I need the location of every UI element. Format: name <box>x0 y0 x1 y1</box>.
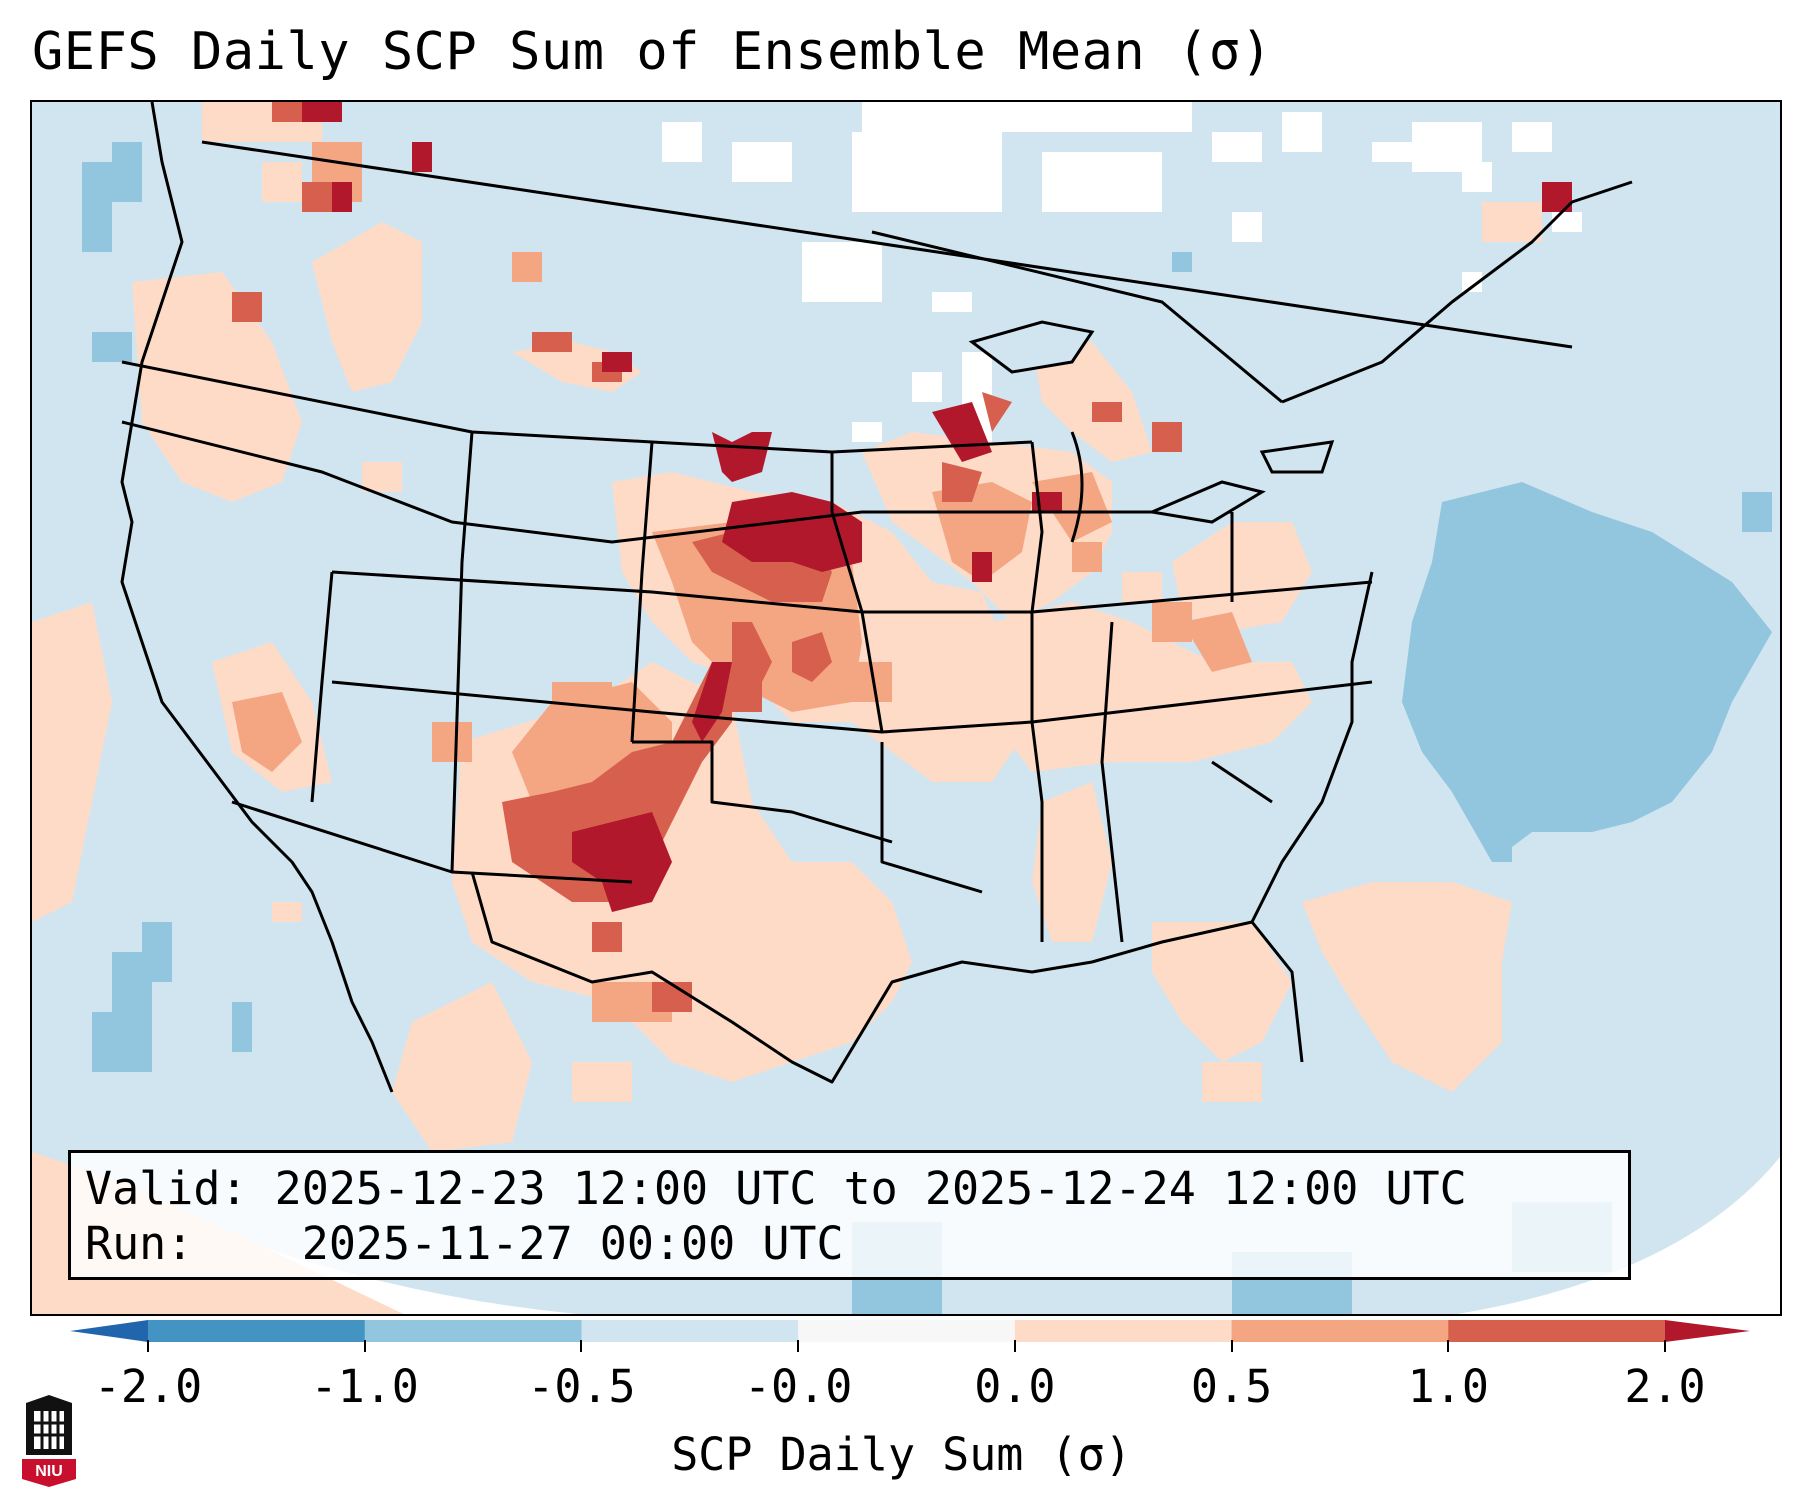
colorbar-bins <box>148 1320 1666 1342</box>
col-plains <box>830 452 884 733</box>
lake-superior <box>968 320 1095 374</box>
colorbar-tick-label: -2.0 <box>93 1360 203 1413</box>
colorbar-tick <box>363 1340 366 1352</box>
valid-label: Valid: <box>85 1162 248 1215</box>
chart-title: GEFS Daily SCP Sum of Ensemble Mean (σ) <box>32 22 1273 82</box>
colorbar-bin <box>1448 1320 1666 1342</box>
logo-text: NIU <box>35 1463 63 1480</box>
colorbar-tick <box>1447 1340 1450 1352</box>
canada-border-northeast <box>1281 180 1633 404</box>
colorbar-tick-label: -0.5 <box>527 1360 636 1413</box>
colorbar-tick-label: 0.5 <box>1190 1360 1273 1413</box>
col-dakotas <box>630 441 654 743</box>
atlantic-offgrid <box>1457 1156 1780 1314</box>
canada-border-west <box>201 140 1573 349</box>
colorbar-tick <box>1664 1340 1666 1352</box>
logo-shield <box>22 1459 76 1487</box>
colorbar-tick <box>797 1340 800 1352</box>
colorbar-bin <box>1014 1320 1233 1342</box>
canada-border-east <box>871 230 1283 404</box>
colorbar-bin <box>798 1320 1016 1342</box>
valid-run-infobox: Valid: 2025-12-23 12:00 UTC to 2025-12-2… <box>68 1150 1631 1280</box>
colorbar-tick-label: -0.0 <box>743 1360 853 1413</box>
col-alabama <box>1100 621 1124 943</box>
gulf-coast <box>470 871 1304 1084</box>
colorbar-tick <box>147 1340 149 1352</box>
col-mississippi <box>1030 441 1044 942</box>
colorbar <box>70 1320 1750 1342</box>
colorbar-tick-label: 2.0 <box>1624 1360 1706 1413</box>
run-label: Run: <box>85 1217 194 1270</box>
east-coast <box>1250 571 1374 923</box>
row2 <box>121 420 1232 544</box>
anomaly-1.0-2.0 <box>232 102 1182 1012</box>
map-canvas <box>32 102 1780 1314</box>
near-zero-patches <box>662 102 1582 442</box>
arkansas <box>880 742 983 894</box>
colorbar-tick-label: -1.0 <box>310 1360 419 1413</box>
colorbar-bin <box>364 1320 582 1342</box>
colorbar-tick-label: 0.0 <box>974 1360 1056 1413</box>
lake-erie <box>1146 480 1266 524</box>
col-mountain <box>450 431 474 873</box>
colorbar-bin <box>1231 1320 1449 1342</box>
texas-panhandle <box>632 740 893 844</box>
niu-logo: NIU <box>22 1395 76 1487</box>
colorbar-bin <box>581 1320 799 1342</box>
colorbar-under-triangle <box>70 1320 148 1342</box>
colorbar-tick-label: 1.0 <box>1407 1360 1489 1413</box>
col-nevada <box>310 571 334 803</box>
colorbar-label: SCP Daily Sum (σ) <box>671 1428 1132 1481</box>
anomaly-over-2.0 <box>302 102 1572 912</box>
great-lakes <box>968 320 1335 524</box>
lake-ontario <box>1259 440 1335 474</box>
state-boundaries <box>120 102 1633 1093</box>
valid-value: 2025-12-23 12:00 UTC to 2025-12-24 12:00… <box>274 1162 1467 1215</box>
west-coastline <box>120 102 394 1093</box>
carolinas <box>1211 760 1273 804</box>
lake-michigan <box>1070 431 1084 543</box>
colorbar-tick <box>1013 1340 1016 1352</box>
map-panel <box>30 100 1782 1316</box>
colorbar-over-triangle <box>1665 1320 1750 1342</box>
run-value: 2025-11-27 00:00 UTC <box>301 1217 844 1270</box>
colorbar-bin <box>148 1320 366 1342</box>
colorbar-tick <box>1230 1340 1233 1352</box>
colorbar-tick <box>580 1340 583 1352</box>
